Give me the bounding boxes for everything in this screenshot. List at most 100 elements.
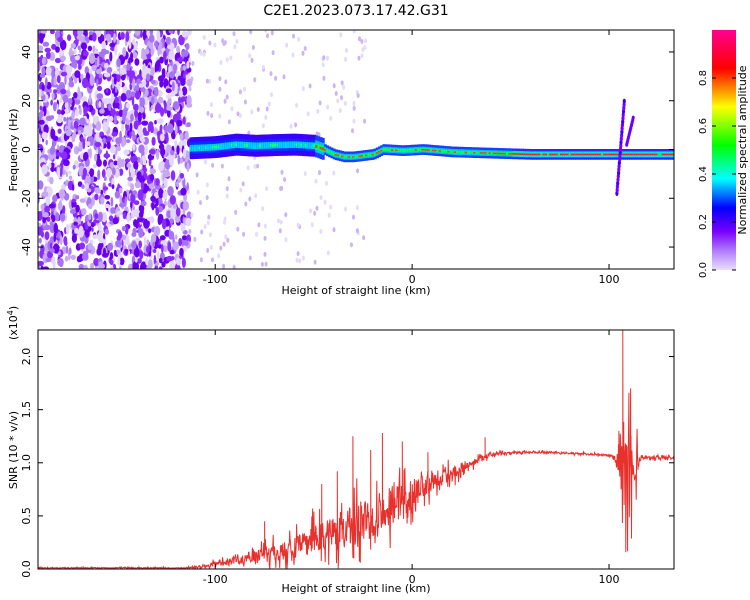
spectrogram-noise-speck (186, 182, 189, 192)
spectrogram-noise-speck (142, 127, 147, 136)
spectrogram-noise-speck (45, 115, 53, 122)
spectrogram-noise-speck (117, 256, 121, 267)
spectrogram-ridge-inner (490, 151, 494, 155)
spectrogram-ridge-inner (306, 142, 310, 149)
spectrogram-noise-speck (222, 241, 226, 247)
spectrogram-noise-speck (163, 169, 171, 178)
spectrogram-noise-speck (173, 63, 178, 72)
spectrogram-noise-speck (119, 67, 127, 75)
spectrogram-noise-speck (139, 97, 144, 107)
spectrogram-noise-speck (53, 222, 58, 234)
spectrogram-noise-speck (67, 170, 72, 175)
spectrogram-noise-speck (156, 35, 161, 43)
spectrogram-noise-speck (329, 204, 333, 210)
spectrogram-ridge-inner (224, 142, 228, 150)
spectrogram-noise-speck (73, 92, 78, 99)
spectrogram-noise-speck (143, 236, 147, 247)
spectrogram-noise-speck (279, 219, 283, 225)
spectrogram-ridge-inner (477, 151, 481, 155)
spectrogram-noise-speck (175, 234, 178, 240)
spectrogram-noise-speck (179, 158, 184, 164)
spectrogram-noise-speck (86, 188, 92, 193)
spectrogram-noise-speck (225, 193, 229, 199)
spectrogram-noise-speck (42, 266, 49, 269)
spectrogram-noise-speck (186, 30, 190, 38)
spectrogram-noise-speck (81, 208, 87, 216)
spectrogram-noise-speck (141, 120, 149, 126)
spectrogram-noise-speck (280, 169, 284, 175)
spectrogram-noise-speck (117, 158, 123, 169)
snr-y-tick-label: 0.5 (20, 507, 33, 525)
spectrogram-noise-speck (55, 152, 61, 157)
spectrogram-noise-speck (308, 83, 312, 89)
spectrogram-noise-speck (44, 205, 50, 213)
spectrogram-ridge-core (516, 153, 520, 155)
spectrogram-noise-speck (70, 254, 76, 260)
spectrogram-noise-speck (303, 46, 307, 51)
spectrogram-noise-speck (119, 194, 123, 205)
spectrogram-noise-speck (78, 257, 82, 263)
spectrogram-ridge-inner (200, 144, 204, 152)
spectrogram-noise-speck (318, 100, 322, 106)
spectrogram-ridge-inner (393, 148, 397, 152)
spectrogram-noise-speck (113, 263, 117, 269)
spectrogram-noise-speck (210, 113, 214, 119)
spectrogram-noise-speck (294, 122, 298, 128)
spectrogram-noise-speck (113, 249, 117, 257)
spectrogram-noise-speck (142, 30, 146, 41)
spectrogram-ridge-core (482, 152, 485, 154)
spectrogram-noise-speck (150, 67, 155, 76)
spectrogram-noise-speck (68, 247, 72, 255)
spectrogram-noise-speck (78, 141, 83, 152)
spectrogram-ridge-core (592, 153, 596, 156)
spectrogram-noise-speck (134, 30, 141, 36)
spectrogram-ridge-inner (436, 149, 440, 153)
spectrogram-ridge-core (271, 143, 275, 147)
spectrogram-ridge-core (321, 147, 325, 151)
spectrogram-ridge-inner (486, 151, 490, 155)
spectrogram-noise-speck (102, 137, 107, 144)
spectrogram-noise-speck (129, 131, 132, 139)
spectrogram-noise-speck (169, 260, 175, 269)
spectrogram-noise-speck (116, 39, 120, 45)
spectrogram-noise-speck (45, 139, 48, 146)
spectrogram-noise-speck (59, 39, 67, 51)
spectrogram-ridge-inner (456, 150, 459, 154)
spectrogram-ridge-core (642, 153, 646, 156)
spectrogram-ridge-inner (475, 151, 479, 155)
spectrogram-ridge-core (664, 153, 667, 156)
spectrogram-noise-speck (152, 241, 156, 248)
spectrogram-noise-speck (166, 255, 173, 262)
spectrogram-noise-speck (180, 77, 186, 86)
spectrogram-noise-speck (291, 52, 295, 58)
spectrogram-noise-speck (46, 216, 51, 222)
spectrogram-noise-speck (166, 144, 172, 153)
spectrogram-ridge-core (336, 154, 340, 157)
spectrogram-noise-speck (161, 68, 166, 77)
spectrogram-noise-speck (51, 93, 55, 102)
spectrogram-noise-speck (134, 42, 138, 48)
spectrogram-noise-speck (51, 214, 56, 222)
spectrogram-noise-speck (94, 153, 98, 162)
spectrogram-noise-speck (132, 190, 138, 195)
spectrogram-noise-speck (94, 90, 98, 101)
spectrogram-noise-speck (144, 144, 148, 156)
spectrogram-ridge-core (631, 153, 635, 156)
spectrogram-ridge-inner (401, 149, 405, 153)
spectrogram-ridge-core (661, 153, 665, 156)
spectrogram-noise-speck (158, 161, 165, 172)
spectrogram-ridge-core (313, 144, 317, 148)
colorbar-label: Normalized spectral amplitude (736, 65, 749, 234)
spectrogram-noise-speck (150, 195, 156, 202)
spectrogram-noise-speck (342, 84, 346, 90)
snr-y-tick-label: 1.0 (20, 454, 33, 472)
spectrogram-noise-speck (115, 146, 121, 152)
spectrogram-noise-speck (88, 213, 92, 221)
spectrogram-noise-speck (130, 113, 134, 122)
spectrogram-noise-speck (154, 120, 157, 125)
spectrogram-noise-speck (256, 163, 260, 169)
spectrogram-noise-speck (165, 132, 169, 143)
spectrogram-noise-speck (109, 51, 113, 62)
spectrogram-noise-speck (292, 33, 295, 39)
spectrogram-noise-speck (146, 67, 151, 73)
